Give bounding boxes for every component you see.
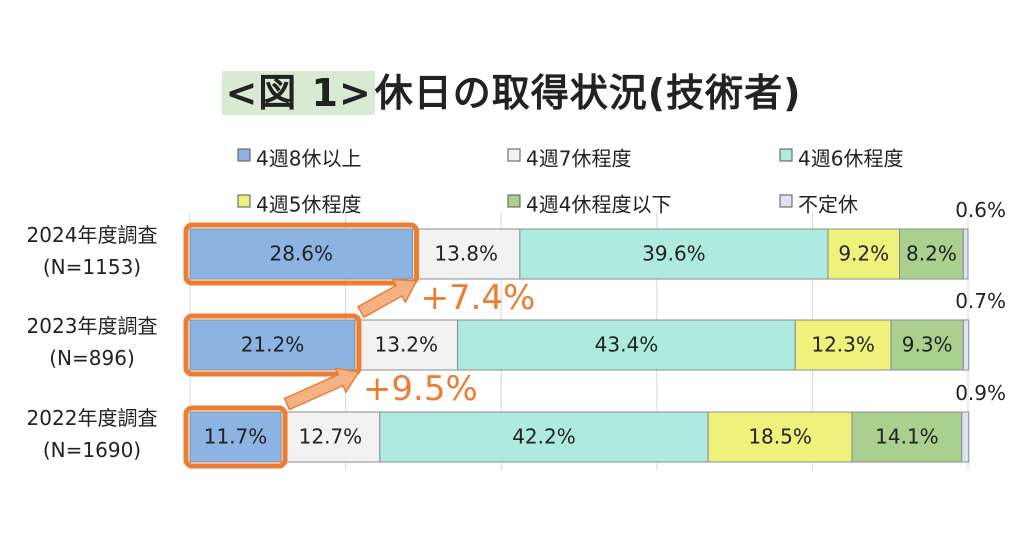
bar-segment	[457, 319, 796, 371]
bar-segment	[961, 411, 970, 463]
legend-swatch	[779, 148, 793, 162]
figure-label: <図 1>	[222, 71, 375, 115]
bar-segment	[189, 228, 414, 280]
change-annotation: +9.5%	[363, 369, 478, 409]
change-arrow	[356, 278, 418, 319]
data-label: 11.7%	[204, 425, 268, 449]
data-label: 13.2%	[375, 333, 439, 357]
data-label: 14.1%	[875, 425, 939, 449]
change-arrows: +7.4% +9.5%	[283, 278, 536, 411]
category-n-label: (N=1153)	[43, 255, 141, 279]
legend-label: 4週5休程度	[256, 193, 361, 217]
data-label: 0.7%	[955, 289, 1006, 313]
bar-segment	[962, 319, 970, 371]
category-label: 2024年度調査	[27, 223, 158, 247]
bar-segment	[794, 319, 892, 371]
category-labels: 2024年度調査 (N=1153) 2023年度調査 (N=896) 2022年度調査 (…	[27, 223, 158, 462]
chart-title: <図 1>休日の取得状況(技術者)	[222, 62, 801, 117]
bar-segment	[851, 411, 963, 463]
legend-label: 4週8休以上	[256, 147, 361, 171]
bar-segment	[189, 411, 282, 463]
data-label: 9.2%	[838, 242, 889, 266]
bar-segment	[379, 411, 709, 463]
highlight-box	[183, 405, 288, 469]
data-label: 8.2%	[906, 242, 957, 266]
bar-segment	[354, 319, 459, 371]
category-n-label: (N=896)	[49, 346, 135, 370]
bar-segment	[519, 228, 829, 280]
highlight-boxes	[183, 222, 420, 469]
bar-segment	[899, 228, 964, 280]
category-label: 2022年度調査	[27, 406, 158, 430]
bar-segment	[890, 319, 964, 371]
data-label: 12.7%	[299, 425, 363, 449]
legend-label: 4週4休程度以下	[526, 193, 671, 217]
legend-swatch	[779, 194, 793, 208]
change-annotation: +7.4%	[421, 278, 536, 318]
legend-label: 不定休	[798, 193, 858, 217]
category-label: 2023年度調査	[27, 314, 158, 338]
legend-label: 4週7休程度	[526, 147, 631, 171]
bar-segment	[707, 411, 853, 463]
data-label: 18.5%	[748, 425, 812, 449]
bars: 28.6% 13.8% 39.6% 9.2% 8.2% 0.6% 21.2% 13.2% 43.…	[189, 198, 1006, 463]
highlight-box	[183, 313, 362, 377]
data-label: 43.4%	[595, 333, 659, 357]
data-label: 9.3%	[902, 333, 953, 357]
legend-swatch	[237, 148, 251, 162]
data-label: 0.6%	[955, 198, 1006, 222]
data-label: 0.9%	[955, 381, 1006, 405]
legend-swatch	[507, 148, 521, 162]
title-text: 休日の取得状況(技術者)	[374, 71, 802, 115]
legend: 4週8休以上 4週7休程度 4週6休程度 4週5休程度 4週4休程度以下 不定休	[237, 147, 903, 217]
legend-label: 4週6休程度	[798, 147, 903, 171]
legend-swatch	[237, 194, 251, 208]
bar-segment	[189, 319, 356, 371]
data-label: 12.3%	[811, 333, 875, 357]
data-label: 21.2%	[241, 333, 305, 357]
highlight-box	[183, 222, 420, 286]
title-container: <図 1>休日の取得状況(技術者)	[0, 62, 1024, 117]
bar-segment	[827, 228, 901, 280]
data-label: 42.2%	[512, 425, 576, 449]
legend-swatch	[507, 194, 521, 208]
category-n-label: (N=1690)	[43, 438, 141, 462]
bar-segment	[280, 411, 381, 463]
data-label: 13.8%	[434, 242, 498, 266]
change-arrow	[283, 367, 361, 411]
data-label: 39.6%	[642, 242, 706, 266]
bar-segment	[962, 228, 969, 280]
data-label: 28.6%	[269, 242, 333, 266]
